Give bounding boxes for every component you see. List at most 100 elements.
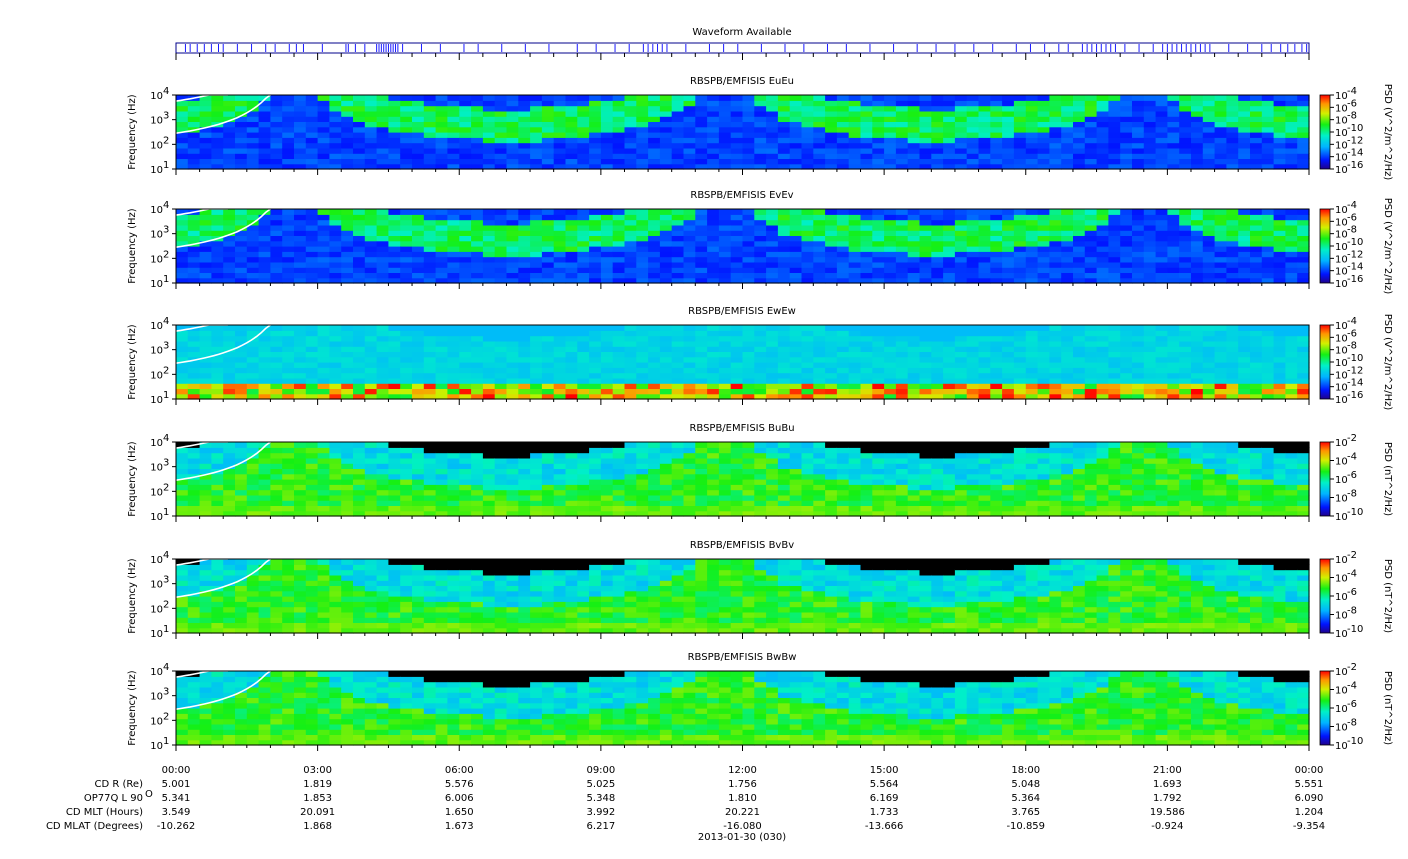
heatmap-cell: [612, 246, 626, 252]
heatmap-cell: [565, 393, 578, 400]
heatmap-cell: [624, 158, 637, 165]
heatmap-cell: [600, 214, 614, 221]
heatmap-cell: [612, 463, 626, 469]
heatmap-cell: [1096, 219, 1109, 226]
heatmap-cell: [364, 393, 378, 400]
heatmap-cell: [246, 126, 260, 133]
heatmap-cell: [754, 346, 767, 352]
heatmap-cell: [223, 256, 236, 263]
heatmap-cell: [1155, 219, 1168, 226]
heatmap-cell: [1073, 142, 1086, 149]
heatmap-cell: [1108, 132, 1121, 138]
heatmap-cell: [978, 137, 991, 144]
heatmap-cell: [364, 240, 378, 247]
heatmap-cell: [589, 442, 602, 448]
heatmap-cell: [1297, 256, 1310, 263]
heatmap-cell: [353, 489, 366, 496]
heatmap-cell: [553, 209, 567, 215]
heatmap-cell: [1214, 142, 1227, 149]
heatmap-cell: [966, 277, 980, 284]
heatmap-cell: [400, 362, 413, 368]
heatmap-cell: [1250, 346, 1263, 352]
heatmap-cell: [1037, 251, 1050, 258]
heatmap-cell: [1167, 272, 1180, 279]
heatmap-cell: [1179, 110, 1192, 117]
heatmap-cell: [707, 105, 720, 112]
heatmap-cell: [954, 142, 968, 149]
heatmap-cell: [1120, 377, 1133, 384]
heatmap-cell: [990, 261, 1003, 268]
heatmap-cell: [412, 372, 425, 379]
heatmap-cell: [931, 95, 944, 101]
heatmap-cell: [636, 388, 649, 395]
heatmap-cell: [577, 158, 590, 165]
heatmap-cell: [671, 372, 685, 379]
heatmap-cell: [494, 377, 508, 384]
heatmap-cell: [612, 377, 626, 384]
heatmap-cell: [199, 473, 212, 480]
heatmap-cell: [695, 372, 708, 379]
heatmap-cell: [1155, 246, 1168, 252]
heatmap-cell: [223, 372, 236, 379]
heatmap-cell: [813, 330, 826, 337]
heatmap-cell: [742, 105, 755, 112]
heatmap-cell: [754, 142, 767, 149]
heatmap-cell: [530, 147, 543, 154]
colorbar-tick-label: 10: [1335, 383, 1348, 394]
heatmap-cell: [1049, 362, 1062, 368]
heatmap-cell: [600, 346, 614, 352]
heatmap-cell: [388, 121, 401, 128]
heatmap-cell: [435, 110, 448, 117]
heatmap-cell: [695, 95, 708, 101]
heatmap-cell: [258, 500, 271, 506]
heatmap-cell: [636, 126, 649, 133]
heatmap-cell: [1049, 372, 1062, 379]
heatmap-cell: [447, 340, 460, 347]
heatmap-cell: [1037, 158, 1050, 165]
heatmap-cell: [1297, 147, 1310, 154]
heatmap-cell: [530, 393, 543, 400]
heatmap-cell: [447, 142, 460, 149]
heatmap-cell: [777, 110, 791, 117]
heatmap-cell: [223, 505, 236, 512]
heatmap-cell: [1096, 351, 1109, 358]
heatmap-cell: [364, 340, 378, 347]
heatmap-cell: [659, 235, 673, 242]
heatmap-cell: [978, 251, 991, 258]
heatmap-cell: [1191, 362, 1204, 368]
heatmap-cell: [895, 224, 909, 231]
heatmap-cell: [954, 335, 968, 342]
heatmap-cell: [400, 137, 413, 144]
heatmap-cell: [447, 209, 460, 215]
heatmap-cell: [423, 479, 437, 485]
heatmap-cell: [848, 158, 862, 165]
heatmap-cell: [730, 95, 744, 101]
heatmap-cell: [801, 142, 814, 149]
heatmap-cell: [907, 219, 921, 226]
heatmap-cell: [282, 219, 295, 226]
heatmap-cell: [990, 219, 1003, 226]
heatmap-cell: [518, 356, 531, 363]
heatmap-cell: [789, 153, 803, 159]
heatmap-cell: [341, 272, 354, 279]
heatmap-cell: [459, 100, 472, 107]
heatmap-cell: [565, 463, 578, 469]
heatmap-cell: [848, 219, 862, 226]
heatmap-cell: [353, 121, 366, 128]
heatmap-cell: [589, 362, 602, 368]
heatmap-cell: [813, 121, 826, 128]
heatmap-cell: [423, 230, 437, 236]
heatmap-cell: [589, 240, 602, 247]
heatmap-cell: [211, 325, 224, 331]
heatmap-cell: [966, 340, 980, 347]
heatmap-cell: [223, 147, 236, 154]
heatmap-cell: [754, 388, 767, 395]
heatmap-cell: [258, 489, 271, 496]
heatmap-cell: [624, 272, 637, 279]
heatmap-cell: [659, 261, 673, 268]
heatmap-cell: [423, 246, 437, 252]
heatmap-cell: [530, 163, 543, 170]
heatmap-cell: [943, 214, 956, 221]
heatmap-cell: [1261, 335, 1275, 342]
heatmap-cell: [860, 256, 873, 263]
